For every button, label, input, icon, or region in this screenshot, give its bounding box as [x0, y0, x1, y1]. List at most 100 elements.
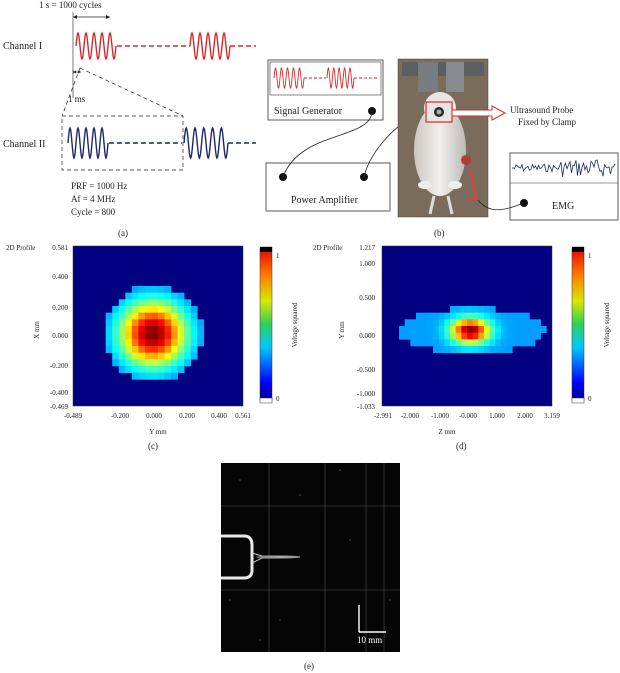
heatmap-cell: [118, 352, 126, 360]
heatmap-cell: [438, 339, 445, 347]
heatmap-cell: [506, 326, 513, 333]
c-ytick: 0.400: [52, 273, 68, 281]
heatmap-cell: [523, 319, 530, 327]
heatmap-cell: [118, 339, 126, 347]
heatmap-cell: [138, 292, 146, 300]
c-xtick: 0.400: [211, 412, 227, 420]
heatmap-cell: [105, 339, 113, 347]
heatmap-cell: [144, 359, 152, 367]
heatmap-cell: [125, 339, 133, 347]
heatmap-cell: [158, 299, 165, 307]
heatmap-cell: [472, 346, 479, 353]
d-heatmap: [399, 306, 547, 353]
heatmap-cell: [489, 319, 496, 327]
heatmap-cell: [501, 332, 507, 340]
channel-1-waveform: [75, 31, 256, 61]
heatmap-cell: [523, 332, 530, 340]
heatmap-cell: [138, 339, 146, 347]
heatmap-cell: [125, 306, 133, 313]
heatmap-cell: [131, 332, 139, 340]
heatmap-cell: [190, 326, 198, 333]
heatmap-cell: [125, 366, 133, 373]
heatmap-cell: [467, 326, 473, 333]
heatmap-cell: [112, 306, 120, 313]
heatmap-cell: [164, 286, 172, 293]
heatmap-cell: [151, 326, 159, 333]
d-ytick: 1.217: [359, 244, 375, 252]
heatmap-cell: [164, 332, 172, 340]
heatmap-cell: [171, 292, 178, 300]
heatmap-cell: [433, 312, 439, 320]
heatmap-cell: [125, 352, 133, 360]
heatmap-cell: [144, 312, 152, 320]
d-ytick: -1.033: [357, 403, 376, 411]
heatmap-cell: [151, 359, 159, 367]
heatmap-cell: [151, 299, 159, 307]
heatmap-cell: [105, 326, 113, 333]
d-xtick: -0.000: [459, 412, 478, 420]
heatmap-cell: [112, 352, 120, 360]
heatmap-cell: [158, 352, 165, 360]
heatmap-cell: [489, 339, 496, 347]
heatmap-cell: [138, 319, 146, 327]
heatmap-cell: [105, 319, 113, 327]
heatmap-cell: [158, 286, 165, 293]
heatmap-cell: [118, 346, 126, 353]
heatmap-cell: [489, 306, 496, 313]
heatmap-cell: [416, 332, 422, 340]
heatmap-cell: [131, 346, 139, 353]
heatmap-cell: [138, 326, 146, 333]
heatmap-cell: [184, 312, 191, 320]
heatmap-cell: [478, 312, 485, 320]
heatmap-cell: [427, 332, 434, 340]
c-xtick: -0.200: [111, 412, 130, 420]
heatmap-cell: [512, 319, 519, 327]
heatmap-cell: [164, 372, 172, 380]
c-xtick: -0.489: [64, 412, 83, 420]
heatmap-cell: [501, 346, 507, 353]
c-profile-label: 2D Profile: [6, 244, 35, 252]
heatmap-cell: [450, 319, 456, 327]
heatmap-cell: [416, 339, 422, 347]
heatmap-cell: [518, 319, 524, 327]
heatmap-cell: [478, 339, 485, 347]
heatmap-cell: [438, 332, 445, 340]
heatmap-cell: [138, 372, 146, 380]
heatmap-cell: [190, 352, 198, 360]
heatmap-cell: [433, 319, 439, 327]
heatmap-cell: [404, 319, 411, 327]
heatmap-cell: [461, 346, 468, 353]
c-ytick: 0.200: [52, 304, 68, 312]
timing-arrow-left: [73, 15, 77, 19]
heatmap-cell: [506, 319, 513, 327]
heatmap-cell: [190, 306, 198, 313]
heatmap-cell: [138, 299, 146, 307]
heatmap-cell: [105, 332, 113, 340]
heatmap-cell: [177, 299, 185, 307]
heatmap-cell: [484, 332, 490, 340]
heatmap-cell: [131, 319, 139, 327]
zoom-line-left: [61, 67, 81, 117]
heatmap-cell: [118, 366, 126, 373]
heatmap-cell: [450, 306, 456, 313]
signal-generator-label: Signal Generator: [274, 106, 343, 117]
heatmap-cell: [512, 339, 519, 347]
heatmap-cell: [177, 292, 185, 300]
heatmap-cell: [171, 352, 178, 360]
heatmap-cell: [125, 359, 133, 367]
heatmap-cell: [151, 339, 159, 347]
heatmap-cell: [450, 346, 456, 353]
heatmap-cell: [506, 346, 513, 353]
heatmap-cell: [118, 319, 126, 327]
heatmap-cell: [131, 326, 139, 333]
d-colorbar-label: Voltage squared: [603, 302, 611, 347]
power-amplifier-box: [265, 162, 391, 212]
c-cb-min: 0: [276, 395, 280, 403]
heatmap-cell: [177, 359, 185, 367]
heatmap-cell: [164, 366, 172, 373]
heatmap-cell: [421, 319, 428, 327]
d-xtick: -2.000: [401, 412, 420, 420]
heatmap-cell: [467, 312, 473, 320]
heatmap-cell: [484, 339, 490, 347]
heatmap-cell: [138, 346, 146, 353]
